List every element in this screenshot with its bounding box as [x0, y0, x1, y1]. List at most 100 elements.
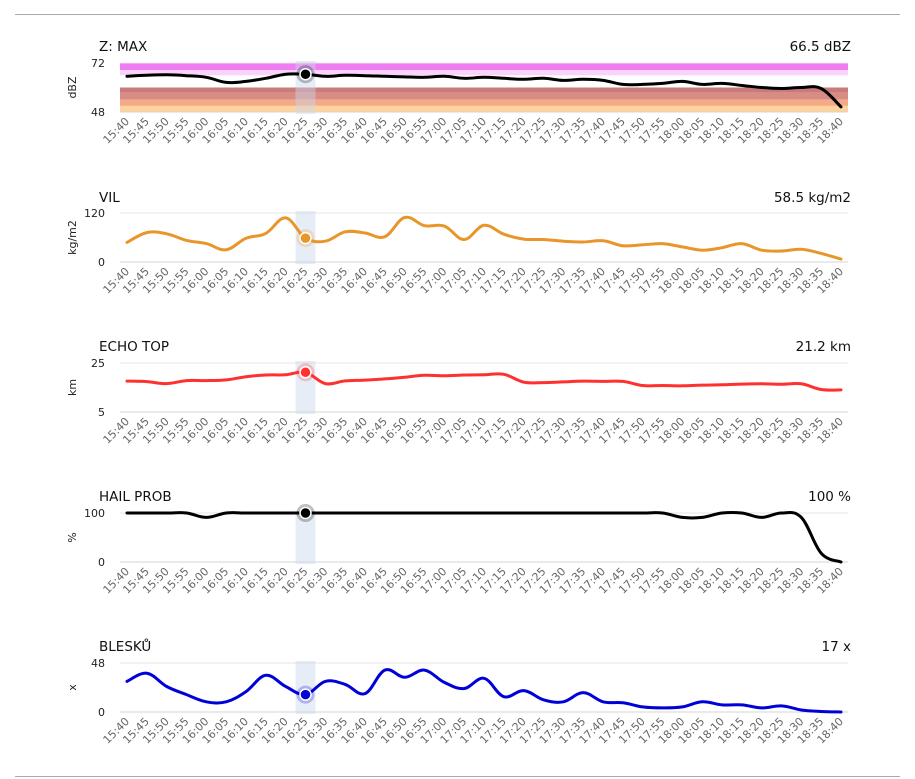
data-point[interactable]	[660, 510, 666, 516]
data-point[interactable]	[164, 381, 170, 387]
data-point[interactable]	[422, 667, 428, 673]
data-point[interactable]	[441, 510, 447, 516]
data-point[interactable]	[342, 229, 348, 235]
data-point[interactable]	[620, 81, 626, 87]
data-point[interactable]	[838, 387, 844, 393]
data-point[interactable]	[263, 510, 269, 516]
data-point[interactable]	[223, 510, 229, 516]
data-point[interactable]	[283, 71, 289, 77]
data-point[interactable]	[600, 699, 606, 705]
data-point[interactable]	[203, 74, 209, 80]
data-point[interactable]	[620, 700, 626, 706]
data-point[interactable]	[620, 243, 626, 249]
data-point[interactable]	[322, 238, 328, 244]
data-point[interactable]	[402, 510, 408, 516]
data-point[interactable]	[580, 510, 586, 516]
data-point[interactable]	[759, 381, 765, 387]
selected-point-marker[interactable]	[299, 231, 312, 245]
data-point[interactable]	[779, 381, 785, 387]
data-point[interactable]	[818, 386, 824, 392]
data-point[interactable]	[560, 238, 566, 244]
data-point[interactable]	[501, 371, 507, 377]
data-point[interactable]	[441, 373, 447, 379]
selected-point-marker[interactable]	[299, 67, 312, 81]
data-point[interactable]	[223, 699, 229, 705]
data-point[interactable]	[283, 215, 289, 221]
data-point[interactable]	[441, 73, 447, 79]
data-point[interactable]	[263, 230, 269, 236]
data-point[interactable]	[481, 372, 487, 378]
data-point[interactable]	[739, 82, 745, 88]
data-point[interactable]	[541, 697, 547, 703]
data-point[interactable]	[243, 689, 249, 695]
selected-time-highlight[interactable]	[295, 661, 316, 714]
data-point[interactable]	[422, 510, 428, 516]
data-point[interactable]	[699, 514, 705, 520]
data-point[interactable]	[739, 241, 745, 247]
data-point[interactable]	[699, 81, 705, 87]
data-point[interactable]	[759, 85, 765, 91]
data-point[interactable]	[679, 514, 685, 520]
data-point[interactable]	[223, 247, 229, 253]
data-point[interactable]	[679, 78, 685, 84]
data-point[interactable]	[164, 72, 170, 78]
data-point[interactable]	[759, 514, 765, 520]
selected-point-marker[interactable]	[299, 506, 312, 520]
data-point[interactable]	[798, 381, 804, 387]
data-point[interactable]	[144, 510, 150, 516]
data-point[interactable]	[620, 378, 626, 384]
data-point[interactable]	[798, 707, 804, 713]
data-point[interactable]	[719, 80, 725, 86]
data-point[interactable]	[184, 510, 190, 516]
selected-point-marker[interactable]	[299, 366, 312, 379]
data-point[interactable]	[164, 231, 170, 237]
data-point[interactable]	[124, 510, 130, 516]
data-point[interactable]	[719, 382, 725, 388]
data-point[interactable]	[402, 674, 408, 680]
data-point[interactable]	[501, 231, 507, 237]
data-point[interactable]	[382, 234, 388, 240]
data-point[interactable]	[184, 378, 190, 384]
data-point[interactable]	[838, 559, 844, 565]
data-point[interactable]	[798, 85, 804, 91]
data-point[interactable]	[560, 510, 566, 516]
data-point[interactable]	[660, 383, 666, 389]
data-point[interactable]	[660, 80, 666, 86]
data-point[interactable]	[342, 681, 348, 687]
data-point[interactable]	[640, 242, 646, 248]
data-point[interactable]	[739, 510, 745, 516]
data-point[interactable]	[640, 704, 646, 710]
data-point[interactable]	[144, 670, 150, 676]
data-point[interactable]	[263, 372, 269, 378]
data-point[interactable]	[541, 510, 547, 516]
data-point[interactable]	[144, 379, 150, 385]
data-point[interactable]	[719, 702, 725, 708]
data-point[interactable]	[382, 376, 388, 382]
data-point[interactable]	[164, 683, 170, 689]
data-point[interactable]	[580, 239, 586, 245]
data-point[interactable]	[203, 514, 209, 520]
data-point[interactable]	[362, 73, 368, 79]
data-point[interactable]	[362, 691, 368, 697]
data-point[interactable]	[779, 248, 785, 254]
data-point[interactable]	[640, 383, 646, 389]
data-point[interactable]	[402, 74, 408, 80]
data-point[interactable]	[501, 75, 507, 81]
data-point[interactable]	[600, 238, 606, 244]
data-point[interactable]	[382, 73, 388, 79]
data-point[interactable]	[382, 667, 388, 673]
data-point[interactable]	[679, 383, 685, 389]
data-point[interactable]	[699, 699, 705, 705]
data-point[interactable]	[322, 510, 328, 516]
data-point[interactable]	[699, 247, 705, 253]
data-point[interactable]	[779, 86, 785, 92]
data-point[interactable]	[263, 75, 269, 81]
data-point[interactable]	[322, 381, 328, 387]
data-point[interactable]	[203, 241, 209, 247]
data-point[interactable]	[818, 708, 824, 714]
data-point[interactable]	[481, 222, 487, 228]
data-point[interactable]	[818, 550, 824, 556]
data-point[interactable]	[501, 694, 507, 700]
data-point[interactable]	[322, 73, 328, 79]
data-point[interactable]	[798, 514, 804, 520]
